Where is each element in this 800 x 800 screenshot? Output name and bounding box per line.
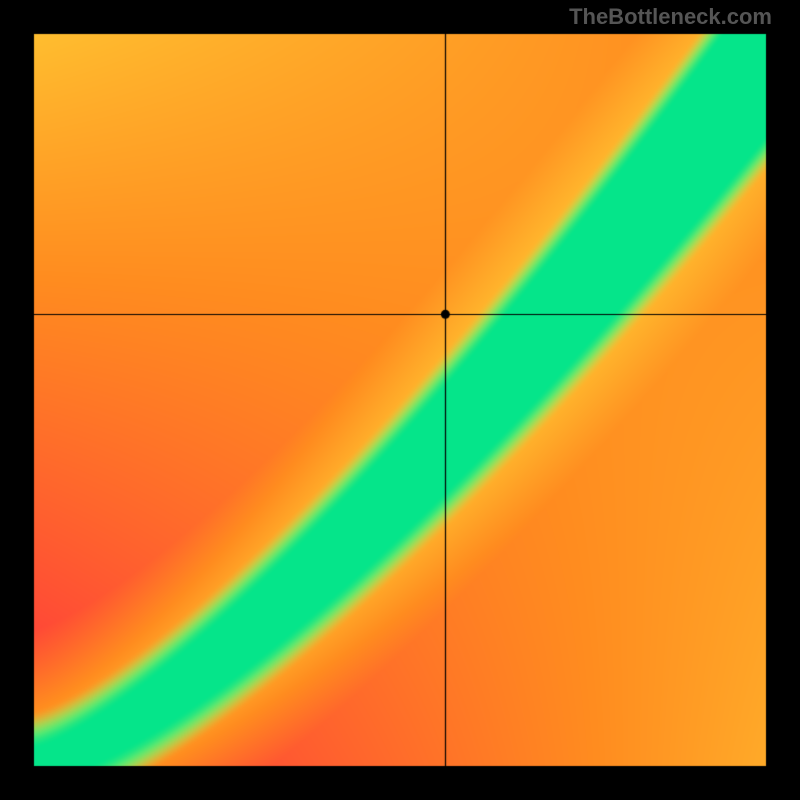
bottleneck-heatmap xyxy=(0,0,800,800)
chart-container: TheBottleneck.com xyxy=(0,0,800,800)
